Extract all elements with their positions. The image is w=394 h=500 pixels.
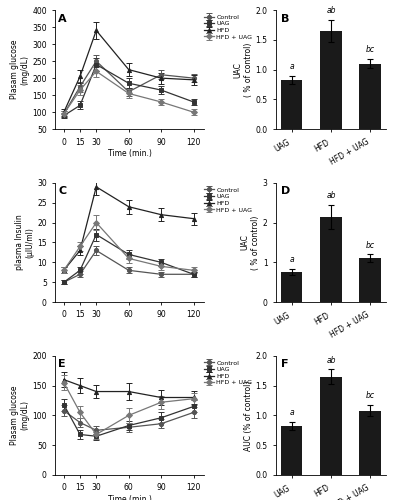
X-axis label: Time (min.): Time (min.) xyxy=(108,150,152,158)
Bar xyxy=(359,64,381,129)
Text: ab: ab xyxy=(326,6,336,16)
Text: a: a xyxy=(289,408,294,417)
Bar xyxy=(320,216,342,302)
Text: E: E xyxy=(58,360,66,370)
Legend: Control, UAG, HFD, HFD + UAG: Control, UAG, HFD, HFD + UAG xyxy=(203,13,253,41)
Text: bc: bc xyxy=(366,45,375,54)
Y-axis label: UAC
( % of control): UAC ( % of control) xyxy=(233,42,253,97)
Text: F: F xyxy=(281,360,289,370)
Y-axis label: AUC (% of control): AUC (% of control) xyxy=(243,380,253,450)
Text: ab: ab xyxy=(326,356,336,364)
Bar xyxy=(359,410,381,475)
Text: a: a xyxy=(289,256,294,264)
Text: C: C xyxy=(58,186,66,196)
Bar xyxy=(320,31,342,129)
Y-axis label: Plasam glucose
(mg/dL): Plasam glucose (mg/dL) xyxy=(10,40,30,100)
Bar xyxy=(281,426,303,475)
Text: bc: bc xyxy=(366,392,375,400)
Bar xyxy=(359,258,381,302)
Text: ab: ab xyxy=(326,191,336,200)
Y-axis label: Plasam glucose
(mg/dL): Plasam glucose (mg/dL) xyxy=(10,386,30,445)
Text: A: A xyxy=(58,14,67,24)
Bar xyxy=(320,376,342,475)
Y-axis label: UAC
( % of control): UAC ( % of control) xyxy=(240,216,260,270)
Y-axis label: plasma Insulin
(µIU/ml): plasma Insulin (µIU/ml) xyxy=(15,214,34,270)
Text: D: D xyxy=(281,186,290,196)
Text: B: B xyxy=(281,14,290,24)
Text: a: a xyxy=(289,62,294,71)
Text: bc: bc xyxy=(366,240,375,250)
Legend: Control, UAG, HFD, HFD + UAG: Control, UAG, HFD, HFD + UAG xyxy=(203,359,253,386)
Bar xyxy=(281,80,303,129)
Bar xyxy=(281,272,303,302)
Legend: Control, UAG, HFD, HFD + UAG: Control, UAG, HFD, HFD + UAG xyxy=(203,186,253,214)
X-axis label: Time (min.): Time (min.) xyxy=(108,495,152,500)
